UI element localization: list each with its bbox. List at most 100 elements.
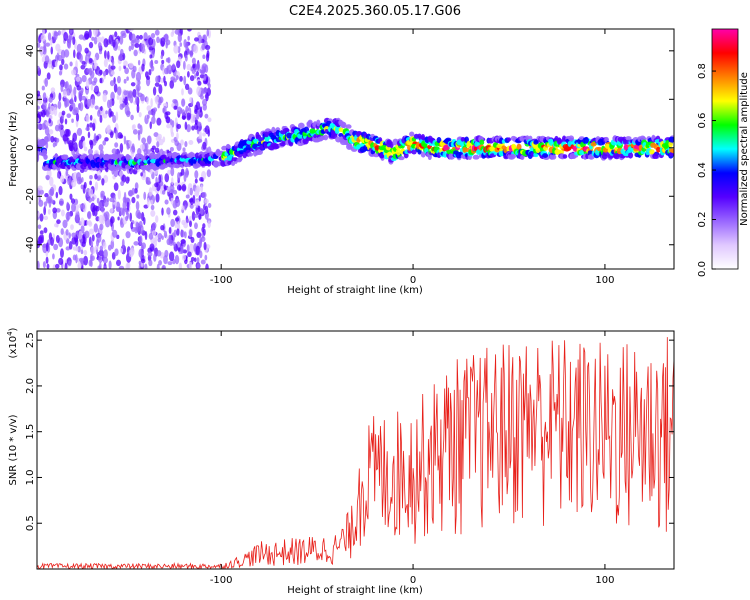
spectrogram-noise-blob	[72, 36, 76, 46]
spectrogram-noise-blob	[125, 231, 131, 239]
spectrogram-noise-blob	[49, 176, 54, 187]
spectrogram-noise-blob	[120, 217, 124, 225]
spectrogram-noise-blob	[47, 195, 53, 204]
spectrogram-noise-blob	[130, 43, 135, 51]
spectrogram-noise-blob	[178, 185, 182, 191]
spectrogram-noise-blob	[55, 137, 60, 143]
spectrogram-ridge-cell	[341, 122, 347, 129]
spectrogram-noise-blob	[65, 246, 71, 251]
spectrogram-noise-blob	[43, 227, 48, 234]
spectrogram-noise-blob	[110, 91, 115, 101]
spectrogram-noise-blob	[114, 31, 118, 38]
spectrogram-noise-blob	[73, 49, 76, 59]
spectrogram-noise-blob	[163, 75, 166, 84]
spectrogram-ridge-cell	[379, 153, 385, 159]
spectrogram-noise-blob	[102, 256, 108, 264]
spectrogram-noise-blob	[99, 223, 104, 231]
spectrogram-noise-blob	[38, 195, 41, 203]
spectrogram-ridge-cell	[272, 143, 279, 150]
spectrogram-noise-blob	[184, 83, 190, 91]
snr-series-line	[37, 337, 674, 569]
spectrogram-noise-blob	[200, 259, 206, 265]
spectrogram-noise-blob	[121, 238, 125, 249]
spectrogram-noise-blob	[190, 256, 195, 262]
spectrogram-noise-blob	[105, 125, 111, 134]
spectrogram-noise-blob	[84, 230, 90, 239]
snr-x-tick-label: 100	[595, 575, 614, 586]
spectrogram-noise-blob	[155, 176, 158, 184]
spectrogram-noise-blob	[66, 201, 70, 210]
spectrogram-noise-blob	[106, 197, 110, 202]
spectrogram-noise-blob	[149, 243, 155, 252]
spectrogram-noise-blob	[45, 242, 49, 252]
spectrogram-noise-blob	[123, 78, 127, 84]
spectrogram-noise-blob	[54, 60, 58, 68]
spectrogram-noise-blob	[78, 139, 84, 150]
spectrogram-noise-blob	[88, 41, 94, 49]
spectrogram-noise-blob	[195, 186, 200, 196]
spectrogram-noise-blob	[207, 117, 212, 123]
spectrogram-noise-blob	[117, 54, 124, 61]
spectrogram-noise-blob	[151, 230, 157, 236]
spectrogram-noise-blob	[93, 208, 98, 217]
spectrogram-ridge-cell	[509, 154, 517, 159]
spectrogram-noise-blob	[183, 75, 187, 86]
spectrogram-noise-blob	[109, 197, 115, 203]
spectrogram-noise-blob	[172, 78, 177, 83]
spectrogram-noise-blob	[186, 170, 190, 176]
spectrogram-noise-blob	[117, 189, 121, 200]
spectrogram-noise-blob	[202, 132, 206, 137]
spectrogram-noise-blob	[197, 80, 202, 86]
spectrogram-noise-blob	[68, 260, 72, 267]
spectrogram-noise-blob	[185, 194, 190, 199]
spectrogram-noise-blob	[130, 114, 134, 121]
spectrogram-noise-blob	[204, 125, 210, 135]
spectrogram-noise-blob	[71, 203, 76, 213]
spectrogram-noise-blob	[162, 102, 168, 108]
spectrogram-noise-blob	[89, 140, 94, 150]
spectrogram-noise-blob	[41, 56, 46, 63]
spectrogram-noise-blob	[169, 79, 175, 89]
spectrogram-noise-blob	[184, 141, 188, 148]
spectrogram-noise-blob	[99, 69, 103, 76]
spectrogram-noise-blob	[75, 76, 81, 82]
spectrogram-ridge-cell	[668, 136, 674, 143]
spectrogram-noise-blob	[152, 107, 158, 113]
spectrogram-noise-blob	[197, 138, 203, 143]
spectrogram-noise-blob	[49, 186, 55, 197]
spectrogram-noise-blob	[80, 249, 84, 255]
spectrogram-noise-blob	[109, 111, 114, 117]
spectrogram-noise-blob	[104, 137, 109, 142]
spectrogram-ridge-cell	[338, 133, 344, 138]
spectrogram-noise-blob	[146, 75, 151, 81]
spectrogram-noise-blob	[199, 176, 204, 182]
spectrogram-noise-blob	[81, 176, 84, 183]
spectrogram-noise-blob	[196, 263, 201, 269]
spectrogram-noise-blob	[167, 187, 170, 193]
spectrogram-noise-blob	[181, 219, 186, 226]
spectrogram-noise-blob	[109, 98, 113, 108]
spectrogram-noise-blob	[102, 92, 107, 103]
spectrogram-noise-blob	[134, 182, 139, 190]
spectrogram-noise-blob	[80, 217, 85, 227]
spectrogram-ridge-cell	[550, 154, 557, 160]
spectrogram-noise-blob	[119, 96, 123, 106]
spectrogram-noise-blob	[58, 257, 64, 266]
spectrogram-noise-blob	[193, 44, 199, 54]
spectrogram-noise-blob	[82, 140, 86, 148]
spectrogram-noise-blob	[172, 98, 178, 104]
spectrogram-noise-blob	[102, 113, 108, 119]
spectrogram-noise-blob	[85, 127, 90, 132]
spectrogram-noise-blob	[156, 250, 162, 257]
spectrogram-noise-blob	[180, 239, 186, 244]
spectrogram-noise-blob	[186, 112, 191, 121]
spectrogram-noise-blob	[176, 123, 182, 130]
spectrogram-noise-blob	[109, 131, 114, 139]
spectrogram-noise-blob	[138, 112, 142, 118]
spectrogram-noise-blob	[46, 263, 50, 269]
spectrogram-panel: -100 0 100 -40 -20 0 20 40 Height of straight l…	[8, 28, 675, 296]
spectrogram-noise-blob	[152, 86, 157, 96]
spectrogram-noise-blob	[161, 235, 164, 240]
spectrogram-noise-blob	[193, 257, 197, 262]
spectrogram-noise-blob	[166, 207, 171, 215]
